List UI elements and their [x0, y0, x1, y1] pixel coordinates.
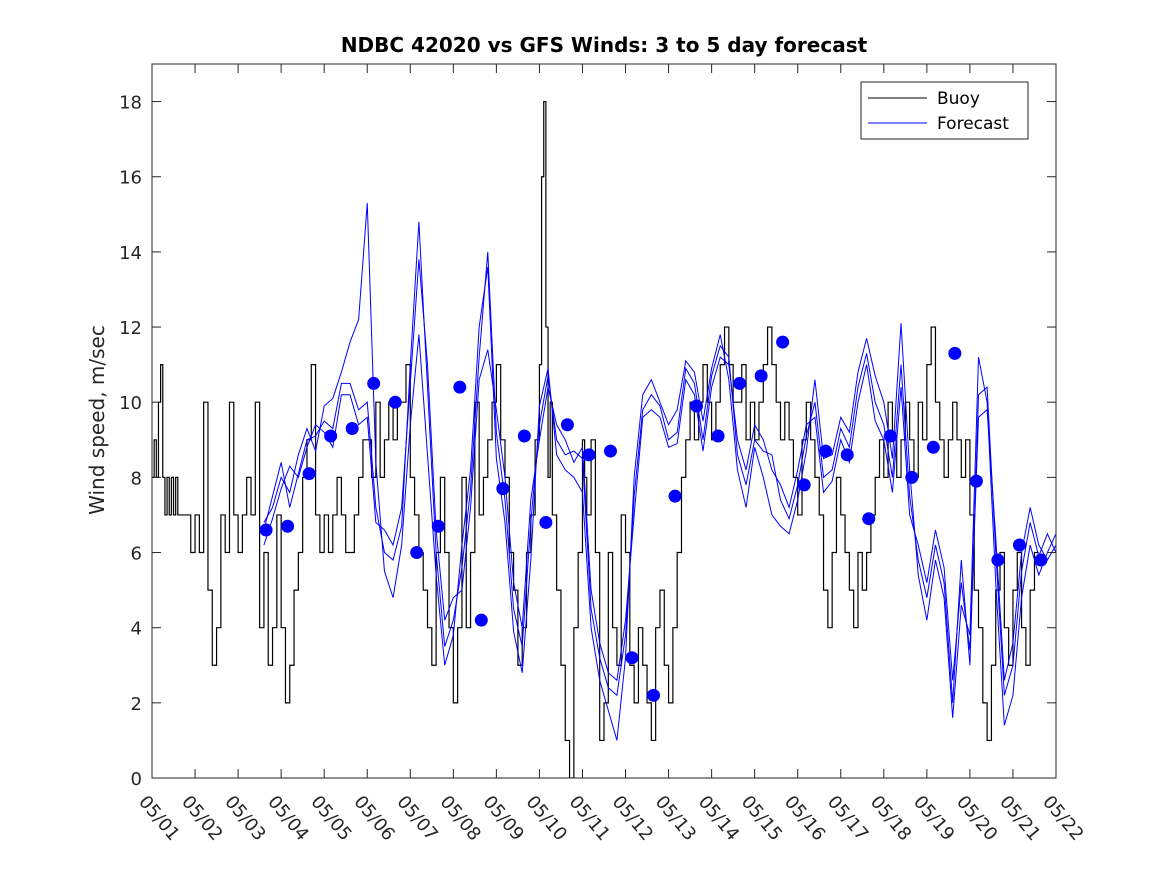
- plot-area: [152, 100, 1056, 778]
- y-tick-label: 0: [131, 769, 142, 790]
- legend: Buoy Forecast: [860, 81, 1029, 140]
- y-tick-label: 12: [119, 318, 142, 339]
- forecast-marker: [862, 512, 876, 526]
- y-axis-label: Wind speed, m/sec: [85, 325, 109, 515]
- y-tick-label: 10: [119, 393, 142, 414]
- forecast-marker: [388, 395, 402, 409]
- forecast-marker: [776, 335, 790, 349]
- forecast-marker: [367, 376, 381, 390]
- forecast-marker: [690, 399, 704, 413]
- forecast-marker: [625, 651, 639, 665]
- legend-label-forecast: Forecast: [937, 114, 1009, 134]
- forecast-marker: [410, 546, 424, 560]
- forecast-marker: [883, 429, 897, 443]
- forecast-marker: [539, 515, 553, 529]
- forecast-marker: [754, 369, 768, 383]
- forecast-marker: [431, 519, 445, 533]
- forecast-marker: [1034, 553, 1048, 567]
- forecast-marker: [324, 429, 338, 443]
- forecast-marker: [733, 376, 747, 390]
- y-tick-label: 14: [119, 243, 142, 264]
- forecast-marker: [905, 470, 919, 484]
- series-line-forecast-3: [263, 259, 1056, 682]
- series-line-forecast-1: [263, 221, 1056, 703]
- forecast-marker: [969, 474, 983, 488]
- y-tick-label: 4: [131, 619, 142, 640]
- forecast-marker: [302, 467, 316, 481]
- forecast-marker: [496, 482, 510, 496]
- y-tick-label: 18: [119, 93, 142, 114]
- y-tick-label: 8: [131, 468, 142, 489]
- y-tick-label: 16: [119, 168, 142, 189]
- forecast-marker: [474, 613, 488, 627]
- forecast-marker: [840, 448, 854, 462]
- chart-title: NDBC 42020 vs GFS Winds: 3 to 5 day fore…: [341, 33, 868, 57]
- forecast-marker: [603, 444, 617, 458]
- axes-box: [151, 63, 1057, 779]
- y-tick-label: 2: [131, 694, 142, 715]
- forecast-marker: [797, 478, 811, 492]
- series-line-forecast-2: [263, 203, 1056, 741]
- forecast-marker: [453, 380, 467, 394]
- forecast-marker: [560, 418, 574, 432]
- forecast-marker: [1012, 538, 1026, 552]
- forecast-marker: [345, 422, 359, 436]
- forecast-marker: [819, 444, 833, 458]
- forecast-marker: [259, 523, 273, 537]
- y-axis-ticks: 0 2 4 6 8 10 12 14 16 18: [119, 93, 1056, 790]
- forecast-marker: [647, 688, 661, 702]
- forecast-marker: [948, 346, 962, 360]
- forecast-marker: [281, 519, 295, 533]
- forecast-marker: [991, 553, 1005, 567]
- legend-box: [860, 81, 1029, 140]
- forecast-marker: [668, 489, 682, 503]
- forecast-marker: [582, 448, 596, 462]
- legend-label-buoy: Buoy: [937, 89, 980, 109]
- forecast-marker: [517, 429, 531, 443]
- forecast-marker: [926, 440, 940, 454]
- y-tick-label: 6: [131, 544, 142, 565]
- forecast-marker: [711, 429, 725, 443]
